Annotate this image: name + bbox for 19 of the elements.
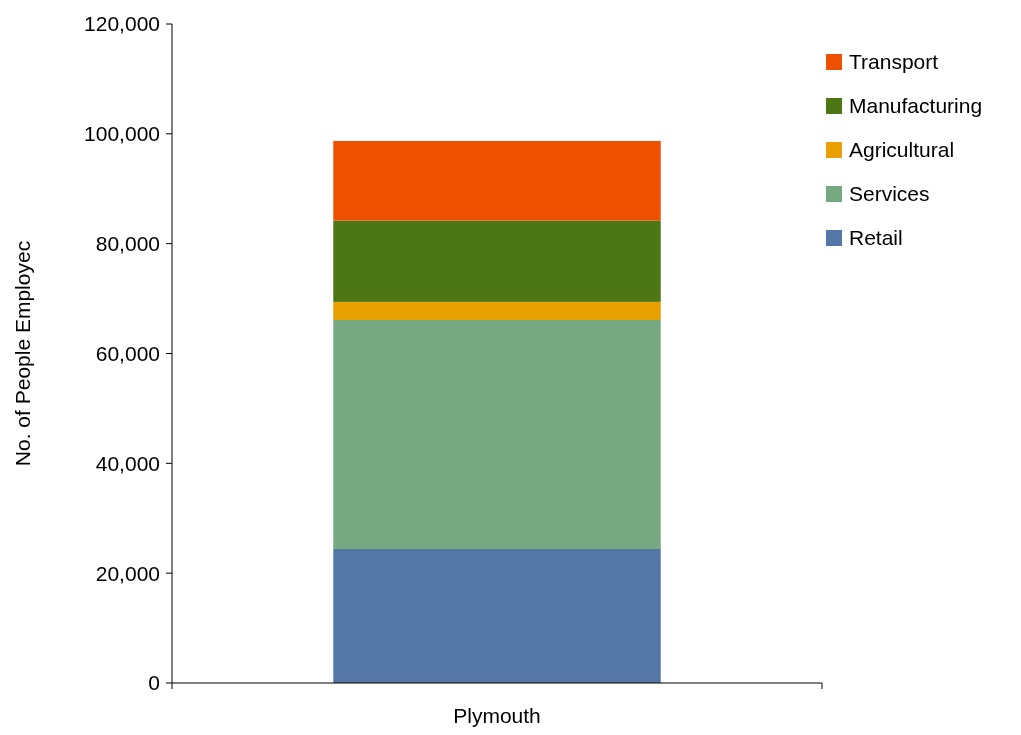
y-tick-label: 60,000	[95, 341, 160, 365]
bar	[333, 320, 661, 549]
y-tick-label: 120,000	[84, 12, 160, 36]
y-tick-label: 40,000	[95, 451, 160, 475]
bar	[333, 220, 661, 302]
legend-label: Retail	[849, 226, 903, 250]
y-tick-label: 100,000	[84, 122, 160, 146]
y-axis-title: No. of People Employec	[11, 240, 34, 467]
legend-label: Agricultural	[849, 138, 955, 162]
y-tick-label: 0	[148, 671, 160, 695]
legend-label: Services	[849, 182, 930, 206]
y-tick-label: 20,000	[95, 561, 160, 585]
x-tick-label: Plymouth	[453, 704, 541, 727]
y-tick-label: 80,000	[95, 232, 160, 256]
bar	[333, 140, 661, 221]
bar	[333, 301, 661, 320]
legend-label: Transport	[849, 50, 939, 74]
bar	[333, 549, 661, 683]
legend-label: Manufacturing	[849, 94, 983, 118]
